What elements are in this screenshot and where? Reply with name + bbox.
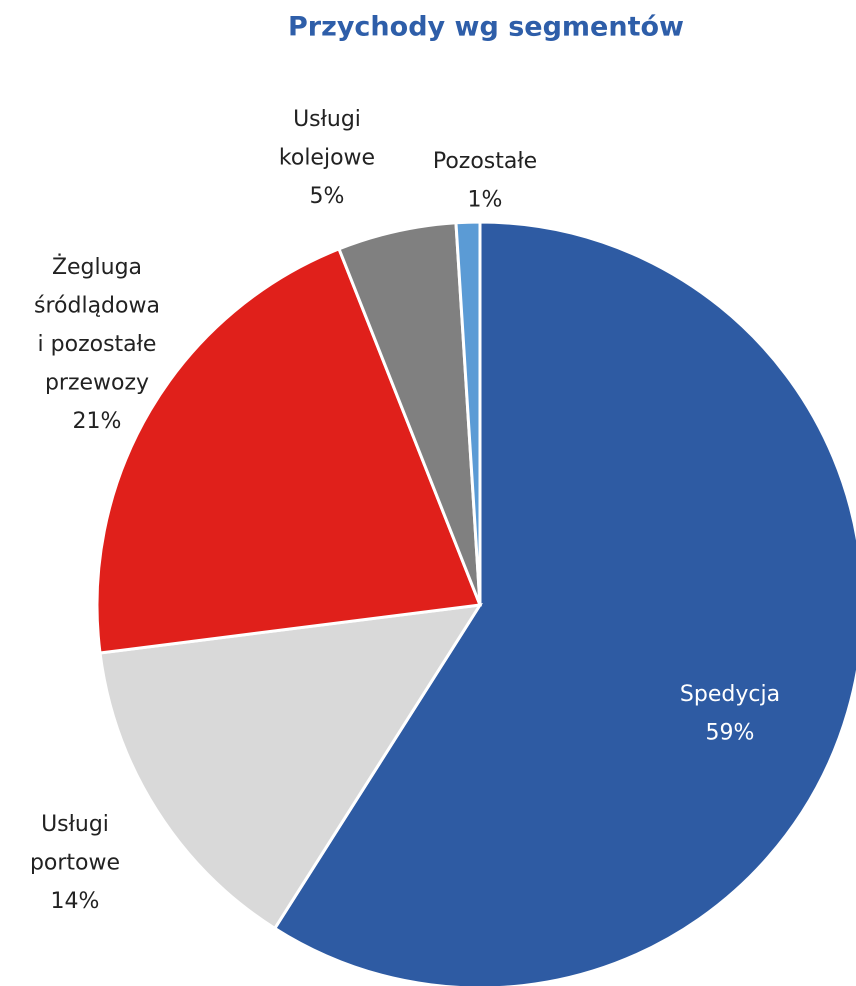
slice-label: Usługi kolejowe [279,107,375,171]
chart-title: Przychody wg segmentów [288,12,684,43]
value-label: 21% [73,409,122,434]
slice-label: Usługi portowe [30,812,120,876]
slice-label: Żegluga śródlądowa i pozostałe przewozy [34,254,160,396]
pie-slice [272,220,856,986]
value-label: 1% [468,188,503,213]
slice-label: Spedycja [680,682,780,707]
value-label: 5% [310,184,345,209]
slice-label: Pozostałe [433,149,537,174]
value-label: 59% [706,721,755,746]
pie-slice [98,603,483,931]
pie-slice [95,246,483,655]
value-label: 14% [51,889,100,914]
pie-slice [454,220,482,606]
